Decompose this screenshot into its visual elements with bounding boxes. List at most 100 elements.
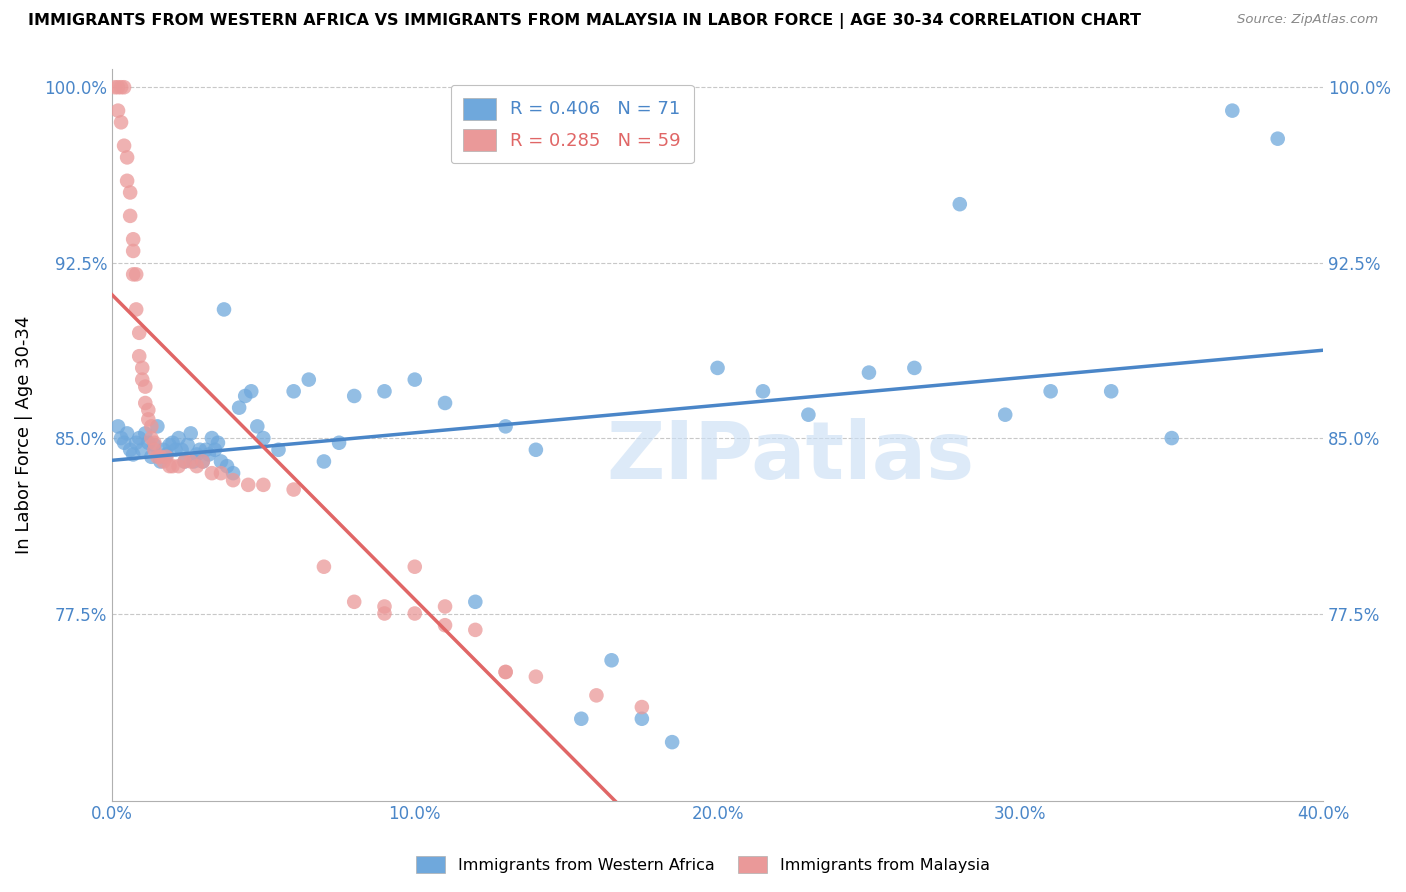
Point [131,360,153,375]
Point [434,618,457,632]
Point [146,419,169,434]
Point [128,349,150,363]
Point [631,712,654,726]
Point [343,389,366,403]
Point [212,302,235,317]
Point [283,483,305,497]
Point [949,197,972,211]
Point [104,80,127,95]
Point [222,473,245,487]
Point [125,302,148,317]
Point [136,403,159,417]
Point [122,447,145,461]
Point [165,442,187,457]
Point [143,435,166,450]
Point [122,232,145,246]
Point [131,373,153,387]
Point [661,735,683,749]
Point [136,435,159,450]
Point [173,454,195,468]
Point [128,431,150,445]
Point [112,80,135,95]
Point [797,408,820,422]
Point [120,186,142,200]
Point [149,450,172,464]
Point [858,366,880,380]
Point [115,174,138,188]
Point [209,466,232,480]
Point [283,384,305,399]
Point [267,442,290,457]
Point [209,454,232,468]
Point [204,442,226,457]
Legend: Immigrants from Western Africa, Immigrants from Malaysia: Immigrants from Western Africa, Immigran… [409,849,997,880]
Point [198,447,221,461]
Point [125,268,148,282]
Point [112,435,135,450]
Point [404,607,426,621]
Point [524,670,547,684]
Legend: R = 0.406   N = 71, R = 0.285   N = 59: R = 0.406 N = 71, R = 0.285 N = 59 [451,85,693,163]
Point [152,454,174,468]
Point [495,665,517,679]
Point [1267,131,1289,145]
Point [246,419,269,434]
Point [404,559,426,574]
Point [194,442,217,457]
Point [312,559,335,574]
Point [155,447,177,461]
Point [373,607,395,621]
Point [191,454,214,468]
Point [201,431,224,445]
Point [585,689,607,703]
Point [328,435,350,450]
Point [131,442,153,457]
Point [1099,384,1122,399]
Point [312,454,335,468]
Point [155,450,177,464]
Point [1039,384,1062,399]
Point [159,459,181,474]
Point [110,431,132,445]
Point [136,412,159,426]
Point [115,426,138,441]
Point [495,419,517,434]
Point [228,401,250,415]
Text: Source: ZipAtlas.com: Source: ZipAtlas.com [1237,13,1378,27]
Point [207,435,229,450]
Point [112,138,135,153]
Point [149,454,172,468]
Text: IMMIGRANTS FROM WESTERN AFRICA VS IMMIGRANTS FROM MALAYSIA IN LABOR FORCE | AGE : IMMIGRANTS FROM WESTERN AFRICA VS IMMIGR… [28,13,1142,29]
Point [222,466,245,480]
Y-axis label: In Labor Force | Age 30-34: In Labor Force | Age 30-34 [15,316,32,554]
Point [252,478,274,492]
Point [752,384,775,399]
Point [162,435,184,450]
Point [343,595,366,609]
Point [434,599,457,614]
Point [201,466,224,480]
Point [252,431,274,445]
Point [159,438,181,452]
Point [152,442,174,457]
Point [134,379,156,393]
Point [434,396,457,410]
Point [298,373,321,387]
Point [464,595,486,609]
Point [238,478,260,492]
Point [141,419,163,434]
Point [373,384,395,399]
Point [495,665,517,679]
Point [146,450,169,464]
Point [134,396,156,410]
Point [180,426,202,441]
Point [167,459,190,474]
Point [173,454,195,468]
Point [188,442,211,457]
Point [120,442,142,457]
Point [143,442,166,457]
Text: ZIPatlas: ZIPatlas [606,417,974,496]
Point [141,450,163,464]
Point [186,447,208,461]
Point [706,360,728,375]
